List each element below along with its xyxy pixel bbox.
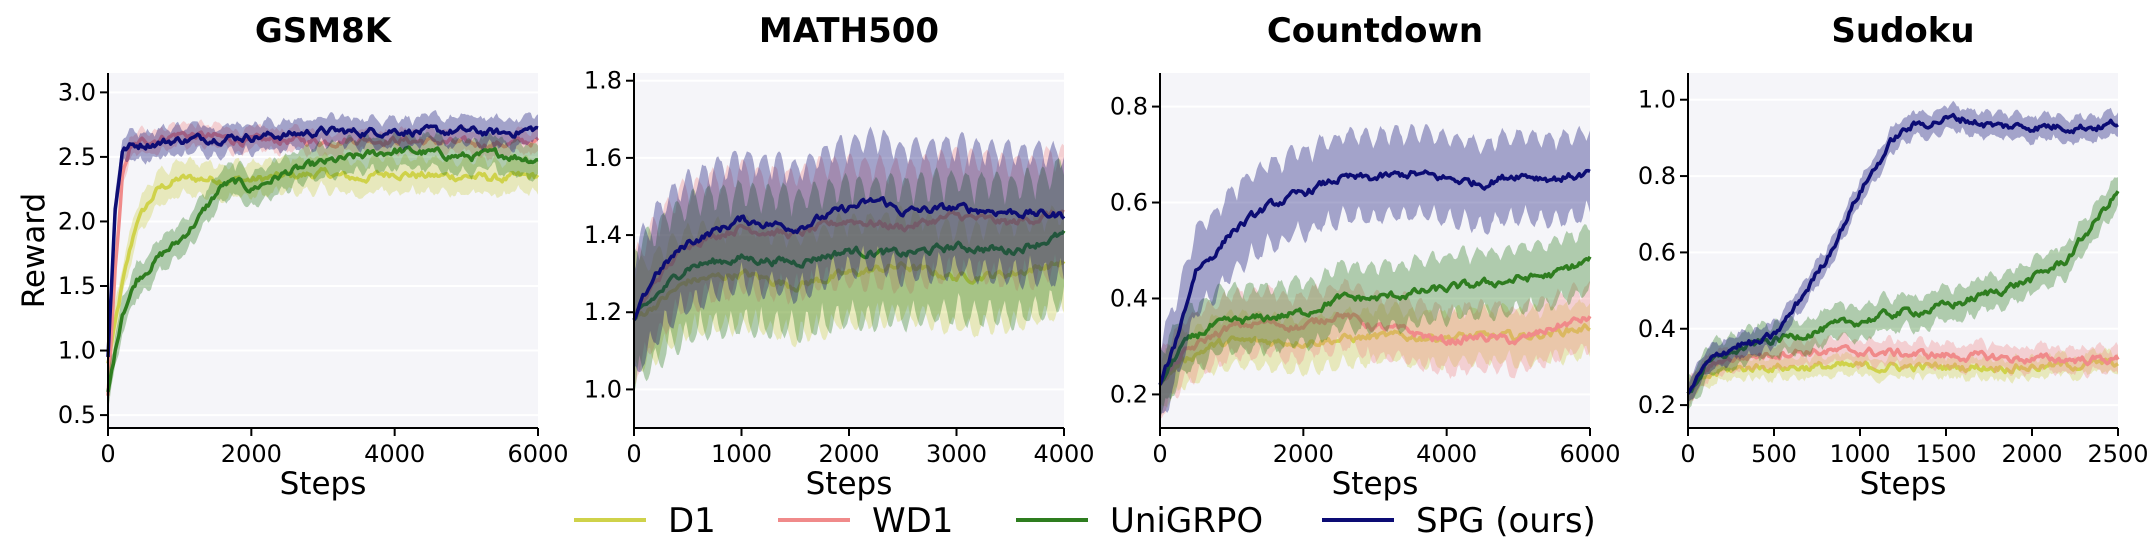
y-tick-label: 0.4 [1110, 284, 1148, 312]
panel-math500: 1.0 1.2 1.4 1.6 1.8 0 1000 2000 3000 4000 MATH500 S… [584, 0, 1095, 502]
chart-title: Countdown [1267, 11, 1483, 51]
panel-countdown: 0.2 0.4 0.6 0.8 0 2000 4000 6000 Countdown Steps [1110, 0, 1621, 502]
x-tick-label: 2000 [1273, 440, 1334, 468]
y-tick-label: 1.6 [584, 144, 622, 172]
band-spg-ours- [1160, 124, 1590, 417]
y-tick-label: 1.0 [58, 337, 96, 365]
y-tick-label: 1.0 [1638, 86, 1676, 114]
band-unigrpo [1688, 177, 2118, 412]
y-tick-label: 2.0 [58, 207, 96, 235]
x-tick-label: 2000 [818, 440, 879, 468]
x-tick-label: 0 [100, 440, 115, 468]
band-d1 [1160, 299, 1590, 408]
y-tick-label: 0.2 [1638, 391, 1676, 419]
series-line-unigrpo [1158, 255, 1592, 386]
x-tick-label: 4000 [1416, 440, 1477, 468]
panel-gsm8k: 0.5 1.0 1.5 2.0 2.5 3.0 0 2000 4000 6000 GSM8K Step… [16, 0, 569, 502]
chart-title: GSM8K [255, 11, 393, 51]
series-line-d1 [632, 260, 1066, 322]
legend-label: SPG (ours) [1416, 501, 1596, 541]
x-tick-label: 4000 [1033, 440, 1094, 468]
y-tick-label: 0.5 [58, 401, 96, 429]
mask-top [632, 0, 1066, 72]
y-tick-label: 1.5 [58, 272, 96, 300]
band-unigrpo [1160, 224, 1590, 420]
series-line-unigrpo [106, 145, 539, 393]
legend-item: SPG (ours) [1322, 501, 1596, 541]
mask-top [1158, 0, 1592, 72]
series-line-wd1 [1686, 344, 2120, 395]
band-d1 [1688, 347, 2118, 401]
legend-label: UniGRPO [1110, 501, 1263, 541]
legend: D1 WD1 UniGRPO SPG (ours) [574, 501, 1596, 541]
x-tick-label: 0 [1680, 440, 1695, 468]
y-tick-label: 0.6 [1638, 238, 1676, 266]
legend-label: WD1 [872, 501, 953, 541]
band-wd1 [1160, 278, 1590, 419]
x-tick-label: 500 [1751, 440, 1797, 468]
mask-bottom [1686, 429, 2120, 459]
x-axis-label: Steps [1860, 466, 1947, 502]
y-tick-label: 0.8 [1638, 162, 1676, 190]
chart-title: Sudoku [1831, 11, 1974, 51]
legend-item: D1 [574, 501, 716, 541]
band-wd1 [634, 143, 1064, 384]
legend-item: UniGRPO [1016, 501, 1263, 541]
x-tick-label: 2500 [2087, 440, 2148, 468]
y-tick-label: 0.6 [1110, 189, 1148, 217]
panel-sudoku: 0.2 0.4 0.6 0.8 1.0 0 500 1000 1500 2000 2500 Sudok… [1638, 0, 2149, 502]
legend-item: WD1 [778, 501, 953, 541]
x-tick-label: 2000 [221, 440, 282, 468]
series-line-spg-ours- [632, 196, 1066, 321]
series-line-wd1 [632, 209, 1065, 321]
y-tick-label: 1.8 [584, 67, 622, 95]
x-tick-label: 1000 [711, 440, 772, 468]
y-tick-label: 1.2 [584, 298, 622, 326]
y-tick-label: 0.2 [1110, 380, 1148, 408]
x-tick-label: 6000 [507, 440, 568, 468]
x-tick-label: 6000 [1559, 440, 1620, 468]
series-line-d1 [1686, 357, 2119, 395]
x-axis-label: Steps [280, 466, 367, 502]
mask-bottom [106, 429, 540, 459]
y-tick-label: 2.5 [58, 143, 96, 171]
x-axis-label: Steps [1332, 466, 1419, 502]
plot-area [1160, 73, 1590, 428]
series-line-spg-ours- [1686, 112, 2119, 395]
mask-top [1686, 0, 2120, 72]
series-line-spg-ours- [106, 123, 539, 358]
x-tick-label: 3000 [926, 440, 987, 468]
series-line-unigrpo [632, 229, 1066, 322]
x-tick-label: 0 [1152, 440, 1167, 468]
y-tick-label: 1.4 [584, 221, 622, 249]
series-line-spg-ours- [1158, 168, 1591, 386]
x-tick-label: 1000 [1829, 440, 1890, 468]
y-tick-label: 3.0 [58, 78, 96, 106]
mask-bottom [1158, 429, 1592, 459]
chart-title: MATH500 [759, 11, 939, 51]
y-axis-label: Reward [16, 193, 52, 308]
mask-top [106, 0, 540, 72]
y-tick-label: 1.0 [584, 375, 622, 403]
band-spg-ours- [634, 126, 1064, 373]
x-tick-label: 1500 [1915, 440, 1976, 468]
y-tick-label: 0.4 [1638, 315, 1676, 343]
legend-label: D1 [668, 501, 716, 541]
x-tick-label: 0 [626, 440, 641, 468]
series-line-d1 [106, 166, 540, 364]
x-tick-label: 2000 [2001, 440, 2062, 468]
x-axis-label: Steps [806, 466, 893, 502]
x-tick-label: 4000 [364, 440, 425, 468]
series-line-wd1 [106, 130, 540, 396]
y-tick-label: 0.8 [1110, 93, 1148, 121]
band-spg-ours- [108, 110, 538, 368]
series-line-wd1 [1158, 311, 1592, 386]
